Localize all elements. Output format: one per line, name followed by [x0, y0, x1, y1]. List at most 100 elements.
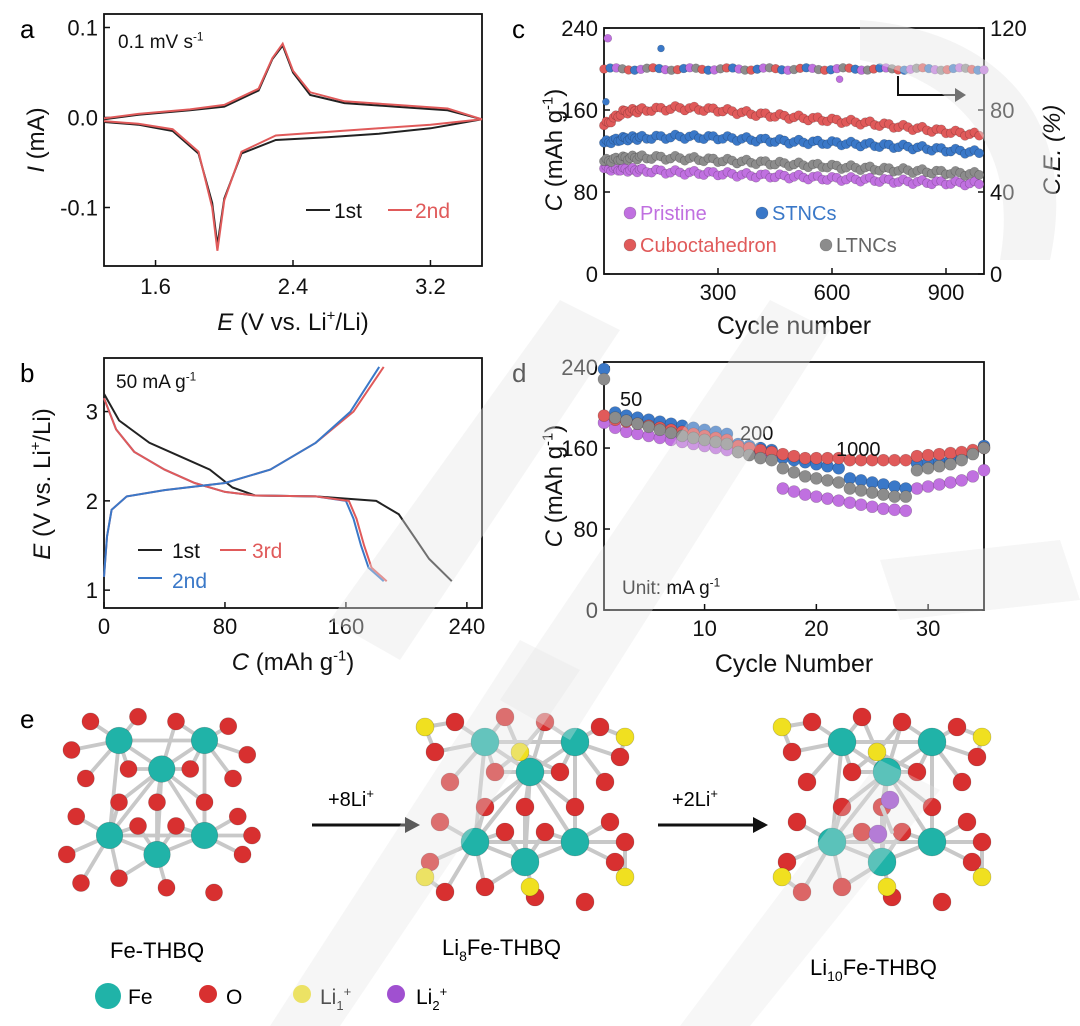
panel-d-point-LTNCs — [709, 435, 723, 449]
panel-c-legend-label-1: STNCs — [772, 203, 836, 225]
lithium1-atom — [772, 717, 792, 737]
panel-d-point-LTNCs — [776, 461, 790, 475]
oxygen-atom — [233, 845, 252, 864]
oxygen-atom — [550, 762, 570, 782]
iron-atom — [148, 755, 176, 783]
iron-atom — [95, 821, 124, 850]
panel-c-point-Pristine — [974, 179, 985, 190]
panel-c-legend-marker-3 — [819, 238, 833, 252]
panel-d-point-Cuboctahedron — [776, 447, 790, 461]
oxygen-atom — [110, 869, 128, 888]
panel-d-point-LTNCs — [642, 420, 656, 434]
panel-d-point-Cuboctahedron — [899, 453, 913, 467]
bond — [523, 770, 532, 864]
panel-a-legend-2nd-label: 2nd — [415, 200, 450, 223]
reaction-arrowhead-1-icon — [405, 817, 420, 833]
structure-label-3: Li10Fe-THBQ — [810, 955, 937, 984]
structure-label-2: Li8Fe-THBQ — [442, 935, 561, 964]
panel-d-point-Pristine — [899, 504, 913, 518]
panel-d-point-LTNCs — [687, 431, 700, 445]
panel-d-point-Pristine — [854, 498, 868, 512]
oxygen-atom — [972, 832, 992, 852]
panel-d-ylabel: C (mAh g-1) — [540, 425, 568, 548]
panel-b-frame — [103, 357, 483, 609]
legend-fe-icon — [95, 983, 121, 1009]
iron-atom — [827, 727, 857, 757]
panel-d-point-Pristine — [832, 494, 846, 507]
panel-b-legend-1st-label: 1st — [172, 540, 200, 563]
panel-c-legend-marker-1 — [755, 206, 769, 220]
panel-e-structures — [57, 707, 992, 912]
panel-c-ce-outlier — [657, 44, 665, 53]
panel-d-point-Cuboctahedron — [821, 451, 834, 465]
oxygen-atom — [485, 762, 505, 782]
panel-d-point-LTNCs — [787, 466, 801, 479]
oxygen-atom — [962, 852, 982, 872]
oxygen-atom — [57, 845, 76, 864]
panel-d-point-LTNCs — [955, 453, 968, 467]
panel-c-legend-marker-2 — [623, 238, 637, 252]
panel-a-xtick-label-2: 3.2 — [415, 274, 446, 299]
panel-d-ytick-label-3: 240 — [561, 355, 598, 380]
panel-d-point-Pristine — [888, 503, 901, 517]
legend-fe-label: Fe — [128, 986, 153, 1009]
panel-b-xtick-label-1: 80 — [213, 614, 237, 639]
structure-fe-thbq — [57, 707, 261, 902]
oxygen-atom — [228, 807, 247, 826]
oxygen-atom — [110, 793, 128, 812]
panel-c-legend-label-2: Cuboctahedron — [640, 235, 777, 257]
panel-d-point-LTNCs — [731, 445, 745, 459]
panel-b-legend-3rd-label: 3rd — [252, 540, 282, 563]
panel-d-point-LTNCs — [810, 472, 823, 485]
bond — [473, 740, 487, 844]
iron-atom — [917, 827, 947, 857]
panel-d-point-LTNCs — [854, 484, 868, 497]
oxygen-atom — [802, 712, 822, 732]
panel-d-point-Pristine — [977, 464, 991, 477]
oxygen-atom — [605, 852, 625, 872]
panel-b-series-3 — [103, 366, 385, 577]
panel-d-point-LTNCs — [977, 441, 991, 455]
panel-c-frame — [603, 27, 985, 275]
panel-c-xtick-label-2: 900 — [928, 280, 965, 305]
panel-d-point-LTNCs — [932, 459, 946, 473]
oxygen-atom — [495, 707, 515, 727]
panel-b-ytick-label-0: 1 — [86, 578, 98, 603]
panel-d-point-Pristine — [843, 496, 857, 510]
panel-d-point-LTNCs — [921, 461, 935, 475]
oxygen-atom — [76, 769, 95, 788]
panel-d-xtick-label-2: 30 — [916, 616, 940, 641]
lithium1-atom — [972, 867, 992, 887]
oxygen-atom — [243, 826, 261, 845]
panel-a-ytick-label-1: 0.0 — [67, 106, 98, 131]
oxygen-atom — [195, 793, 214, 812]
oxygen-atom — [595, 772, 615, 792]
oxygen-atom — [792, 882, 812, 902]
oxygen-atom — [148, 793, 166, 812]
bond — [830, 740, 844, 844]
panel-c-arrowhead-icon — [955, 88, 966, 102]
iron-atom — [817, 827, 847, 857]
panel-b-ytick-label-1: 2 — [86, 489, 98, 514]
oxygen-atom — [797, 772, 817, 792]
panel-a-ytick-label-2: -0.1 — [60, 196, 98, 221]
panel-d-point-Pristine — [787, 485, 801, 498]
panel-d-point-LTNCs — [664, 426, 678, 440]
oxygen-atom — [932, 892, 952, 912]
legend-li1-icon — [293, 985, 311, 1003]
oxygen-atom — [892, 822, 912, 842]
structure-li10-fe-thbq — [772, 707, 992, 912]
panel-d-point-Pristine — [932, 478, 946, 491]
panel-d-point-LTNCs — [765, 453, 778, 467]
oxygen-atom — [445, 712, 465, 732]
bond — [107, 767, 164, 838]
panel-d-point-LTNCs — [698, 433, 711, 447]
panel-d-point-Cuboctahedron — [921, 448, 935, 462]
iron-atom — [105, 726, 133, 755]
panel-b-xlabel: C (mAh g-1) — [232, 648, 355, 676]
lithium1-atom — [415, 717, 435, 737]
panel-b-legend-2nd-label: 2nd — [172, 570, 207, 593]
bond — [107, 738, 121, 838]
panel-d-point-Pristine — [910, 482, 924, 495]
